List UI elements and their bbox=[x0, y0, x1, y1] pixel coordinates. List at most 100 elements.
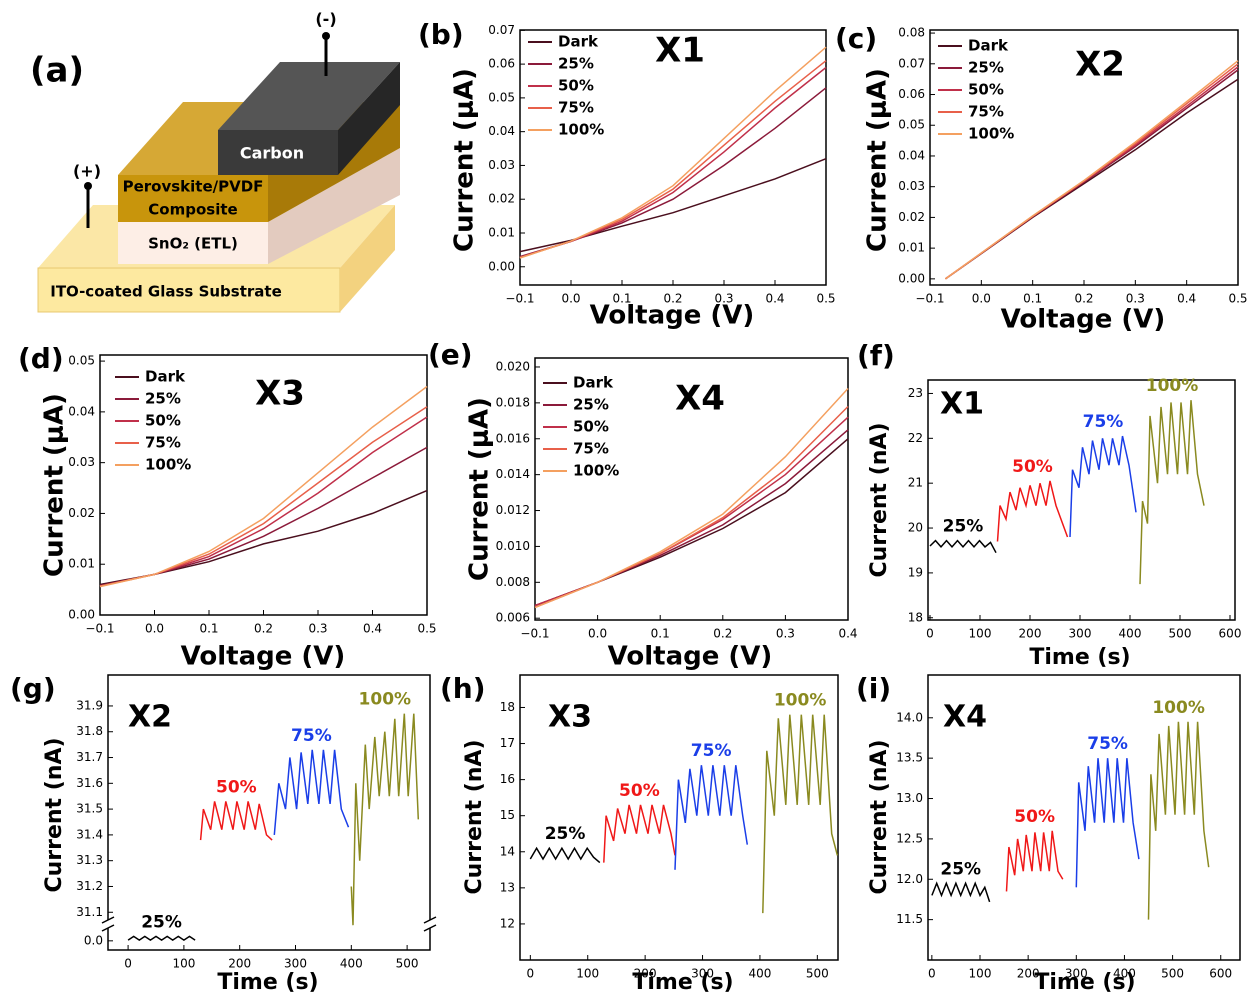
series-line bbox=[998, 481, 1068, 542]
x-tick-label: 0 bbox=[527, 967, 535, 981]
y-tick-label: 31.6 bbox=[76, 776, 103, 790]
chart-title: X1 bbox=[655, 31, 705, 71]
x-tick-label: 300 bbox=[1069, 627, 1092, 641]
series-line bbox=[351, 714, 418, 926]
x-tick-label: 500 bbox=[1169, 627, 1192, 641]
label: Composite bbox=[148, 201, 237, 219]
y-axis-label: Current (nA) bbox=[462, 739, 487, 894]
series-label: 50% bbox=[619, 781, 660, 801]
y-tick-label: 31.1 bbox=[76, 905, 103, 919]
y-tick-label: 12.0 bbox=[896, 872, 923, 886]
x-tick-label: 0.2 bbox=[713, 627, 732, 641]
x-tick-label: 0.4 bbox=[838, 627, 857, 641]
panel: (b)X1Voltage (V)Current (μA)−0.10.00.10.… bbox=[418, 18, 836, 331]
chart-title: X2 bbox=[1075, 45, 1125, 85]
panel: (i)X4Time (s)Current (nA)010020030040050… bbox=[856, 672, 1240, 995]
series-label: 25% bbox=[545, 824, 586, 844]
x-tick-label: 100 bbox=[172, 957, 195, 971]
x-tick-label: 100 bbox=[576, 967, 599, 981]
series-line bbox=[1140, 400, 1204, 584]
x-tick-label: −0.1 bbox=[915, 292, 944, 306]
series-label: 75% bbox=[1083, 412, 1124, 432]
x-tick-label: 300 bbox=[1065, 967, 1088, 981]
series-line bbox=[1007, 831, 1063, 892]
legend-label: 50% bbox=[145, 412, 181, 430]
y-tick-label: 0.07 bbox=[488, 23, 515, 37]
y-tick-label: 31.3 bbox=[76, 853, 103, 867]
y-tick-label: 0.06 bbox=[898, 87, 925, 101]
y-tick-label: 19 bbox=[908, 565, 923, 579]
panel-label: (d) bbox=[18, 342, 64, 375]
y-axis-label: Current (nA) bbox=[867, 422, 892, 577]
y-tick-label: 0.02 bbox=[68, 506, 95, 520]
legend-label: 100% bbox=[968, 125, 1014, 143]
legend-label: 75% bbox=[573, 440, 609, 458]
y-tick-label: 0.00 bbox=[68, 608, 95, 622]
x-tick-label: 0.0 bbox=[561, 292, 580, 306]
y-tick-label: 12.5 bbox=[896, 831, 923, 845]
series-label: 25% bbox=[943, 517, 984, 537]
y-tick-label: 0.0 bbox=[84, 933, 103, 947]
y-tick-label: 0.012 bbox=[496, 503, 530, 517]
x-tick-label: −0.1 bbox=[505, 292, 534, 306]
legend-label: 75% bbox=[145, 434, 181, 452]
series-label: 25% bbox=[141, 912, 182, 932]
y-tick-label: 23 bbox=[908, 386, 923, 400]
series-label: 50% bbox=[1014, 807, 1055, 827]
y-tick-label: 20 bbox=[908, 521, 923, 535]
y-tick-label: 0.03 bbox=[488, 158, 515, 172]
y-tick-label: 22 bbox=[908, 431, 923, 445]
x-tick-label: 400 bbox=[748, 967, 771, 981]
x-tick-label: 300 bbox=[284, 957, 307, 971]
series-label: 100% bbox=[1146, 376, 1199, 396]
chart-title: X3 bbox=[255, 374, 305, 414]
y-tick-label: 31.7 bbox=[76, 750, 103, 764]
series-label: 50% bbox=[1012, 457, 1053, 477]
x-tick-label: 0.2 bbox=[1074, 292, 1093, 306]
y-tick-label: 0.018 bbox=[496, 395, 530, 409]
x-tick-label: 500 bbox=[1161, 967, 1184, 981]
y-axis-label: Current (nA) bbox=[867, 739, 892, 894]
y-tick-label: 14.0 bbox=[896, 710, 923, 724]
x-tick-label: 0.5 bbox=[816, 292, 835, 306]
y-tick-label: 0.02 bbox=[488, 192, 515, 206]
x-axis-label: Voltage (V) bbox=[608, 642, 773, 672]
x-tick-label: 0.4 bbox=[1177, 292, 1196, 306]
series-label: 75% bbox=[291, 726, 332, 746]
x-tick-label: 500 bbox=[806, 967, 829, 981]
label: SnO₂ (ETL) bbox=[148, 235, 238, 253]
legend-label: Dark bbox=[573, 374, 614, 392]
x-tick-label: 0.0 bbox=[588, 627, 607, 641]
y-tick-label: 31.2 bbox=[76, 879, 103, 893]
y-axis-label: Current (μA) bbox=[465, 397, 495, 581]
schematic: (a) (-) (+) Carbon Perovskite/PVDF Compo… bbox=[30, 10, 400, 313]
legend-label: 25% bbox=[968, 59, 1004, 77]
panel: (h)X3Time (s)Current (nA)010020030040050… bbox=[440, 672, 838, 995]
x-tick-label: 200 bbox=[634, 967, 657, 981]
x-axis-label: Time (s) bbox=[1029, 645, 1130, 670]
x-tick-label: 0 bbox=[928, 967, 936, 981]
legend-label: 25% bbox=[573, 396, 609, 414]
x-tick-label: 400 bbox=[340, 957, 363, 971]
y-tick-label: 0.08 bbox=[898, 26, 925, 40]
x-tick-label: 500 bbox=[396, 957, 419, 971]
series-line bbox=[1149, 722, 1209, 920]
chart-title: X3 bbox=[548, 700, 592, 735]
terminal bbox=[322, 32, 330, 40]
terminal bbox=[84, 182, 92, 190]
series-line bbox=[520, 159, 826, 252]
y-tick-label: 13.5 bbox=[896, 751, 923, 765]
x-axis-label: Time (s) bbox=[217, 970, 318, 995]
x-axis-label: Voltage (V) bbox=[1001, 305, 1166, 335]
series-line bbox=[128, 936, 195, 940]
panel-label: (h) bbox=[440, 672, 486, 705]
series-line bbox=[763, 715, 838, 913]
y-tick-label: 21 bbox=[908, 476, 923, 490]
y-tick-label: 11.5 bbox=[896, 912, 923, 926]
legend-label: 100% bbox=[573, 462, 619, 480]
y-tick-label: 0.008 bbox=[496, 575, 530, 589]
x-tick-label: −0.1 bbox=[520, 627, 549, 641]
y-tick-label: 0.020 bbox=[496, 359, 530, 373]
series-line bbox=[932, 883, 990, 902]
